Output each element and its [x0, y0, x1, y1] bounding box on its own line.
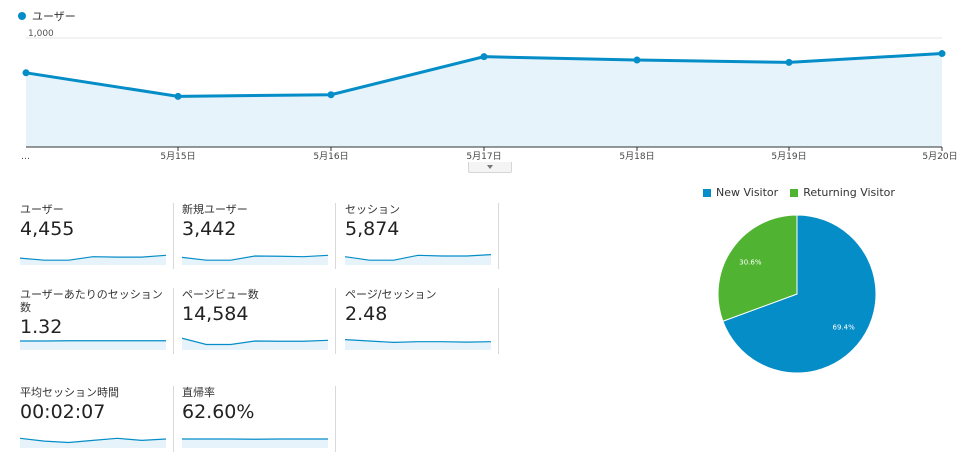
metric-value: 14,584	[182, 303, 249, 325]
pie-legend: New Visitor Returning Visitor	[703, 186, 907, 199]
metric-label: セッション	[345, 203, 400, 216]
users-point	[327, 91, 335, 99]
sparkline-line	[345, 254, 491, 261]
y-tick-label: 1,000	[28, 29, 54, 39]
sparkline-area	[182, 255, 328, 265]
metric-value: 2.48	[345, 303, 388, 325]
metric-value: 1.32	[20, 316, 63, 338]
users-legend-label: ユーザー	[32, 10, 76, 23]
pie-slice-new-visitor	[722, 214, 877, 374]
metric-tile[interactable]: 直帰率 62.60%	[174, 386, 336, 452]
returning-visitor-label: Returning Visitor	[803, 186, 895, 199]
pie-slice-returning-visitor	[717, 214, 798, 322]
metric-tile[interactable]: セッション 5,874	[337, 203, 499, 269]
sparkline-area	[182, 439, 328, 448]
collapse-chart-button[interactable]	[468, 162, 512, 173]
metric-sparkline	[20, 340, 166, 350]
pie-slice-label: 30.6%	[739, 258, 762, 266]
metric-sparkline	[345, 339, 491, 350]
chart-legend: ユーザー	[18, 8, 76, 24]
new-visitor-swatch	[703, 188, 711, 197]
metric-label: 平均セッション時間	[20, 386, 119, 399]
users-point	[785, 58, 793, 66]
users-point	[174, 92, 182, 100]
sparkline-area	[20, 255, 166, 265]
legend-returning-visitor: Returning Visitor	[790, 186, 895, 199]
visitor-type-pie: 69.4% 30.6%	[717, 214, 877, 374]
x-tick-label: 5月19日	[771, 151, 806, 162]
sparkline-line	[345, 339, 491, 344]
metric-label: ユーザーあたりのセッション数	[20, 288, 163, 314]
users-point	[22, 69, 30, 77]
metric-sparkline	[182, 438, 328, 448]
metric-value: 62.60%	[182, 401, 255, 423]
new-visitor-label: New Visitor	[716, 186, 779, 199]
metric-sparkline	[182, 254, 328, 265]
x-tick-label: 5月20日	[922, 151, 957, 162]
metric-sparkline	[20, 437, 166, 448]
metric-sparkline	[182, 337, 328, 350]
metric-tile[interactable]: ユーザー 4,455	[12, 203, 174, 269]
metric-tile[interactable]: 新規ユーザー 3,442	[174, 203, 336, 269]
returning-visitor-swatch	[790, 188, 799, 197]
users-area	[26, 53, 942, 147]
sparkline-area	[182, 338, 328, 350]
metric-value: 3,442	[182, 218, 237, 240]
sparkline-area	[20, 340, 166, 350]
metric-value: 00:02:07	[20, 401, 106, 423]
sparkline-line	[182, 337, 328, 346]
x-tick-label: 5月18日	[619, 151, 654, 162]
metric-label: ページ/セッション	[345, 288, 437, 301]
metric-label: ユーザー	[20, 203, 64, 216]
metric-value: 4,455	[20, 218, 75, 240]
metric-value: 5,874	[345, 218, 400, 240]
metric-label: ページビュー数	[182, 288, 259, 301]
x-tick-label: 5月17日	[466, 151, 501, 162]
x-tick-label: …	[21, 152, 30, 162]
sparkline-area	[20, 438, 166, 448]
users-legend-dot	[18, 12, 26, 20]
metric-tile[interactable]: ユーザーあたりのセッション数 1.32	[12, 288, 174, 354]
x-tick-label: 5月15日	[160, 151, 195, 162]
sparkline-line	[20, 437, 166, 444]
users-point	[480, 53, 488, 61]
pie-slice-label: 69.4%	[833, 324, 856, 332]
sparkline-line	[182, 254, 328, 261]
metric-tile[interactable]: 平均セッション時間 00:02:07	[12, 386, 174, 452]
users-point	[938, 50, 946, 58]
sparkline-line	[20, 254, 166, 261]
metric-label: 直帰率	[182, 386, 215, 399]
metric-tile[interactable]: ページ/セッション 2.48	[337, 288, 499, 354]
sparkline-area	[345, 254, 491, 265]
legend-new-visitor: New Visitor	[703, 186, 778, 199]
metric-label: 新規ユーザー	[182, 203, 248, 216]
users-point	[633, 56, 641, 64]
metric-sparkline	[345, 254, 491, 265]
metric-sparkline	[20, 254, 166, 265]
metric-tile[interactable]: ページビュー数 14,584	[174, 288, 336, 354]
x-tick-label: 5月16日	[313, 151, 348, 162]
